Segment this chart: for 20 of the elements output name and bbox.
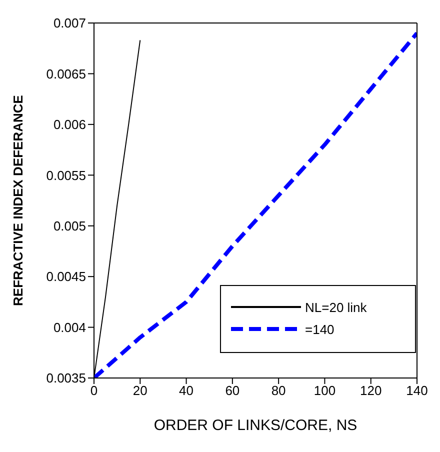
x-tick-label: 60 — [225, 383, 240, 398]
y-tick-label: 0.0035 — [46, 370, 86, 386]
y-tick-label: 0.004 — [53, 320, 86, 335]
x-tick-label: 20 — [132, 383, 148, 398]
x-tick-label: 80 — [271, 383, 286, 398]
x-tick-label: 40 — [179, 383, 194, 398]
y-tick-label: 0.006 — [53, 117, 86, 132]
legend-label: NL=20 link — [305, 300, 367, 314]
x-tick-label: 140 — [406, 383, 428, 398]
y-tick-label: 0.0065 — [46, 66, 86, 82]
x-axis-title: ORDER OF LINKS/CORE, NS — [154, 417, 358, 434]
y-tick-label: 0.0055 — [46, 168, 86, 183]
y-tick-label: 0.007 — [53, 16, 86, 31]
y-tick-label: 0.0045 — [46, 269, 86, 284]
x-tick-label: 100 — [314, 383, 336, 398]
y-tick-label: 0.005 — [53, 218, 86, 234]
y-axis-title: REFRACTIVE INDEX DEFERANCE — [10, 94, 26, 306]
x-tick-label: 0 — [90, 383, 98, 398]
legend-label: =140 — [305, 322, 334, 336]
x-tick-label: 120 — [360, 383, 382, 398]
